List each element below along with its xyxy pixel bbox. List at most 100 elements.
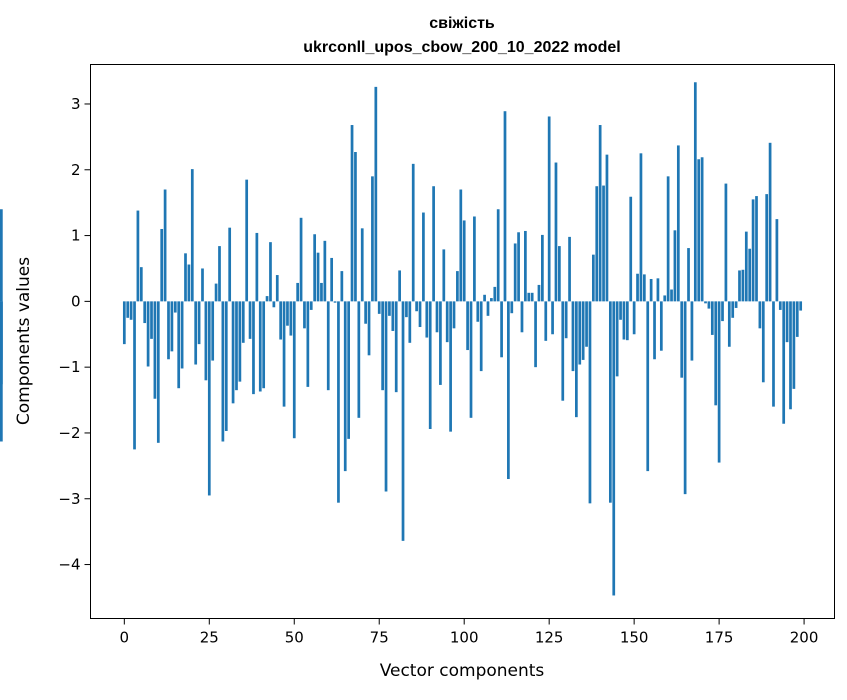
bar	[408, 301, 412, 343]
bar	[442, 249, 446, 302]
bar	[721, 301, 724, 322]
bar	[126, 301, 130, 318]
bar	[490, 298, 493, 302]
bar	[272, 301, 276, 308]
bar	[524, 230, 527, 302]
bar	[727, 301, 731, 347]
bar	[439, 301, 442, 385]
bar	[428, 301, 432, 429]
bar	[296, 282, 300, 302]
bar	[279, 301, 283, 340]
bar	[146, 301, 150, 367]
bar	[486, 301, 490, 316]
bar	[425, 301, 429, 338]
bar	[680, 301, 684, 378]
bar	[432, 186, 435, 302]
bar	[547, 116, 551, 302]
bar	[656, 278, 660, 302]
plot-frame	[90, 64, 835, 619]
bar	[150, 301, 153, 339]
bar	[170, 301, 174, 352]
x-axis-label: Vector components	[380, 661, 545, 681]
bar	[462, 220, 466, 302]
bar	[741, 269, 745, 302]
bar	[0, 209, 3, 302]
bar	[479, 301, 483, 372]
bar	[537, 284, 541, 302]
x-tick-label: 0	[120, 629, 130, 647]
bar	[510, 301, 514, 314]
x-tick-label: 175	[705, 629, 734, 647]
bar	[122, 301, 126, 345]
bar	[612, 301, 616, 596]
bar	[782, 301, 786, 424]
bar	[173, 301, 177, 313]
bar	[642, 274, 646, 302]
bar	[625, 301, 629, 341]
x-tick-label: 75	[370, 629, 389, 647]
bar	[320, 282, 323, 302]
bar	[673, 230, 677, 302]
y-axis-ticks: −4 −3 −2 −1 0 1 2 3	[58, 95, 91, 574]
bar	[286, 301, 289, 326]
bar	[187, 264, 191, 302]
bar	[588, 301, 592, 504]
bar	[775, 219, 779, 302]
bar	[394, 301, 398, 393]
bar	[714, 301, 718, 406]
bar-group	[0, 82, 803, 596]
bar	[224, 301, 228, 431]
bar	[469, 301, 473, 418]
bar	[507, 301, 510, 480]
bar	[333, 301, 337, 303]
bar	[575, 301, 578, 418]
bar	[330, 257, 334, 302]
bar	[194, 301, 198, 365]
chart-title: свіжість	[429, 15, 495, 32]
bar	[503, 111, 507, 302]
x-axis-ticks: 0 25 50 75 100 125 150 175 200	[120, 618, 818, 647]
bar	[456, 271, 459, 302]
chart-subtitle: ukrconll_upos_cbow_200_10_2022 model	[303, 39, 620, 56]
x-tick-label: 150	[620, 629, 649, 647]
bar	[534, 301, 537, 368]
bar	[700, 157, 704, 302]
y-tick-label: −2	[58, 424, 80, 442]
bar	[190, 169, 194, 302]
bar	[649, 278, 653, 302]
bar	[282, 301, 286, 407]
bar	[180, 301, 184, 369]
y-tick-label: −1	[58, 358, 80, 376]
bar	[554, 162, 558, 302]
bar	[405, 301, 408, 318]
bar	[347, 301, 350, 439]
bar	[255, 232, 259, 302]
bar	[350, 125, 354, 302]
bar	[201, 268, 204, 302]
bar	[734, 301, 738, 308]
bar	[418, 301, 422, 328]
bar	[622, 301, 626, 340]
bar	[241, 301, 245, 343]
y-tick-label: 3	[71, 95, 81, 113]
bar	[381, 301, 384, 391]
bar	[513, 243, 517, 302]
bar	[0, 301, 3, 442]
bar	[163, 189, 167, 302]
bar	[323, 240, 327, 302]
y-tick-label: 2	[71, 161, 81, 179]
bar	[517, 232, 520, 302]
bar	[316, 252, 320, 302]
bar	[551, 301, 554, 335]
bar	[690, 301, 694, 361]
y-tick-label: 0	[71, 292, 81, 310]
bar	[245, 179, 249, 302]
bar	[360, 228, 364, 302]
bar	[177, 301, 181, 389]
bar	[306, 301, 310, 387]
bar	[530, 292, 534, 302]
bar	[768, 142, 772, 302]
bar	[252, 301, 255, 395]
bar	[391, 301, 395, 331]
